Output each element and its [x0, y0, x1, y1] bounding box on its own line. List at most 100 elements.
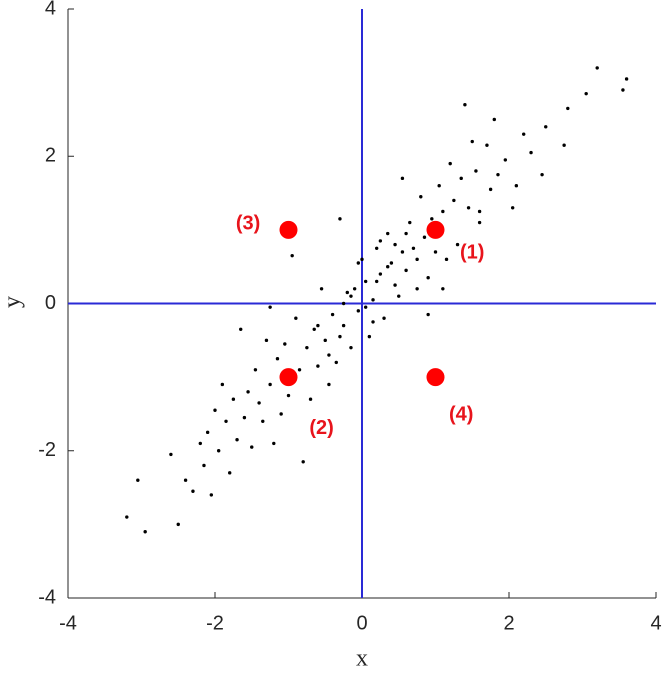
point — [319, 287, 324, 291]
point — [389, 261, 394, 265]
point — [463, 103, 467, 107]
point — [562, 143, 566, 147]
point — [441, 287, 445, 291]
point — [279, 368, 298, 387]
point — [448, 161, 452, 166]
point — [426, 220, 445, 239]
point — [426, 368, 445, 387]
point — [466, 206, 471, 210]
x-tick-label: -2 — [206, 612, 224, 634]
point — [261, 419, 265, 423]
point — [360, 257, 364, 262]
point — [213, 408, 217, 412]
point — [228, 471, 232, 475]
point — [279, 412, 283, 416]
point — [275, 357, 280, 361]
y-tick-label: -2 — [38, 439, 56, 461]
point — [400, 176, 405, 181]
point — [334, 360, 338, 365]
point — [338, 217, 342, 221]
point — [209, 493, 214, 497]
point — [419, 195, 423, 199]
annotation: (3) — [236, 212, 260, 234]
point — [345, 290, 349, 295]
point — [404, 231, 408, 236]
point — [415, 257, 419, 262]
point — [286, 393, 291, 398]
point — [216, 449, 221, 453]
point — [371, 320, 375, 324]
point — [529, 150, 533, 155]
point — [477, 209, 482, 214]
point — [308, 397, 313, 401]
point — [312, 327, 316, 331]
point — [430, 217, 434, 221]
point — [496, 172, 500, 177]
point — [246, 390, 250, 394]
point — [371, 298, 375, 302]
point — [253, 368, 258, 372]
point — [455, 242, 460, 247]
point — [272, 441, 276, 446]
point — [382, 316, 386, 320]
point — [257, 401, 261, 405]
point — [595, 66, 599, 70]
point — [488, 187, 493, 192]
point — [264, 338, 269, 343]
annotation: (2) — [309, 417, 333, 439]
point — [268, 305, 272, 309]
point — [459, 176, 463, 181]
point — [540, 172, 544, 177]
point — [349, 294, 353, 298]
point — [375, 279, 379, 284]
point — [235, 438, 239, 442]
point — [422, 235, 427, 239]
point — [349, 345, 353, 350]
point — [375, 246, 379, 250]
point — [386, 231, 390, 236]
point — [352, 287, 357, 291]
point — [301, 460, 305, 464]
point — [433, 250, 438, 254]
point — [297, 368, 302, 372]
point — [426, 276, 430, 280]
annotation: (4) — [449, 404, 473, 426]
point — [452, 198, 456, 203]
point — [239, 327, 243, 331]
point — [327, 353, 331, 357]
point — [386, 264, 390, 269]
point — [566, 106, 570, 111]
point — [393, 283, 397, 287]
point — [400, 250, 405, 254]
point — [470, 139, 474, 144]
point — [393, 242, 397, 247]
x-tick-label: -4 — [59, 612, 77, 634]
point — [290, 253, 294, 258]
point — [125, 515, 129, 519]
point — [510, 206, 515, 210]
point — [356, 309, 361, 313]
point — [363, 279, 368, 284]
point — [279, 220, 298, 239]
point — [397, 294, 401, 298]
point — [220, 382, 225, 387]
point — [378, 272, 383, 276]
y-tick-label: -4 — [38, 586, 56, 608]
point — [191, 489, 195, 493]
x-tick-label: 0 — [356, 612, 367, 634]
point — [169, 452, 173, 457]
point — [621, 88, 625, 92]
point — [404, 268, 408, 273]
point — [408, 220, 412, 225]
point — [242, 415, 247, 420]
point — [323, 338, 327, 343]
annotation: (1) — [460, 242, 484, 264]
point — [198, 441, 202, 446]
point — [378, 239, 383, 243]
point — [250, 445, 254, 449]
y-axis-label: y — [0, 296, 26, 308]
point — [136, 478, 140, 482]
point — [231, 397, 236, 401]
point — [367, 334, 372, 339]
x-tick-label: 4 — [650, 612, 661, 634]
